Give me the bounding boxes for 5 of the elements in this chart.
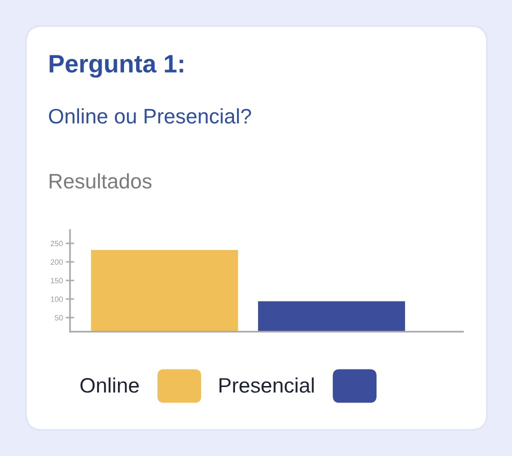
chart-title: Pergunta 1:: [50, 55, 184, 78]
legend-label: Online: [80, 377, 139, 393]
chart-subtitle: Online ou Presencial?: [48, 108, 252, 124]
text: Resultados: [50, 173, 152, 189]
legend-label: Presencial: [220, 377, 314, 393]
